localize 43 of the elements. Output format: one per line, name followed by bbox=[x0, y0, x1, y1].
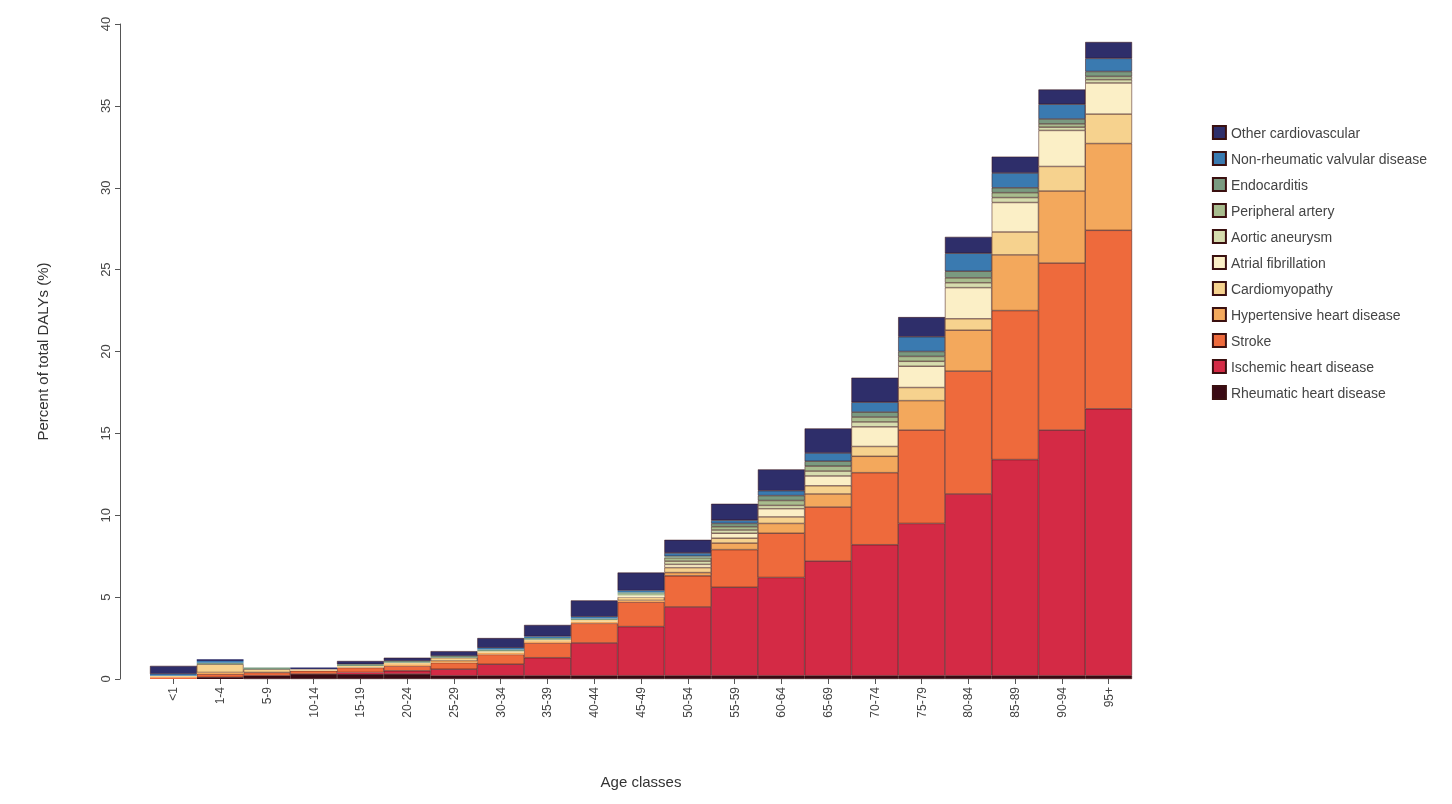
y-tick-label: 0 bbox=[98, 675, 113, 683]
x-tick-label: 25-29 bbox=[446, 686, 461, 718]
y-tick-label: 10 bbox=[98, 508, 113, 523]
x-tick-label: 10-14 bbox=[306, 686, 321, 718]
legend-label: Atrial fibrillation bbox=[1230, 254, 1326, 271]
y-tick-label: 20 bbox=[98, 344, 113, 359]
legend-label: Rheumatic heart disease bbox=[1230, 384, 1386, 401]
x-tick-label: 5-9 bbox=[259, 686, 274, 705]
x-tick-label: 65-69 bbox=[821, 686, 836, 718]
x-axis-title: Age classes bbox=[600, 773, 682, 790]
x-tick-label: 15-19 bbox=[353, 686, 368, 718]
x-tick-label: 1-4 bbox=[213, 686, 228, 705]
y-tick-label: 25 bbox=[98, 262, 113, 277]
x-tick-label: 35-39 bbox=[540, 686, 555, 718]
legend-label: Aortic aneurysm bbox=[1230, 228, 1333, 245]
legend-label: Endocarditis bbox=[1230, 176, 1308, 193]
x-tick-label: 30-34 bbox=[493, 686, 508, 718]
y-tick-label: 5 bbox=[98, 593, 113, 601]
x-tick-label: 90-94 bbox=[1054, 686, 1069, 718]
x-tick-label: <1 bbox=[166, 686, 181, 701]
x-tick-label: 45-49 bbox=[634, 686, 648, 718]
x-tick-label: 60-64 bbox=[774, 686, 789, 718]
legend-label: Cardiomyopathy bbox=[1230, 280, 1333, 297]
y-tick-label: 40 bbox=[98, 16, 113, 32]
y-tick-label: 15 bbox=[98, 426, 113, 441]
x-tick-label: 70-74 bbox=[867, 686, 882, 718]
y-tick-label: 30 bbox=[98, 180, 113, 195]
x-tick-label: 20-24 bbox=[400, 686, 415, 718]
legend-label: Peripheral artery bbox=[1230, 202, 1335, 219]
y-tick-label: 35 bbox=[98, 98, 113, 114]
x-tick-label: 50-54 bbox=[680, 686, 695, 718]
x-tick-label: 40-44 bbox=[587, 686, 602, 718]
legend-label: Ischemic heart disease bbox=[1230, 358, 1375, 375]
legend-label: Stroke bbox=[1230, 332, 1272, 349]
x-tick-label: 75-79 bbox=[914, 686, 929, 718]
x-tick-label: 95+ bbox=[1101, 687, 1116, 708]
legend-label: Non-rheumatic valvular disease bbox=[1230, 150, 1428, 167]
y-axis-title: Percent of total DALYs (%) bbox=[34, 262, 51, 441]
x-tick-label: 80-84 bbox=[961, 686, 976, 718]
x-tick-label: 55-59 bbox=[727, 686, 742, 718]
legend-label: Other cardiovascular bbox=[1230, 124, 1361, 141]
x-tick-label: 85-89 bbox=[1008, 686, 1023, 718]
legend-label: Hypertensive heart disease bbox=[1230, 306, 1401, 323]
